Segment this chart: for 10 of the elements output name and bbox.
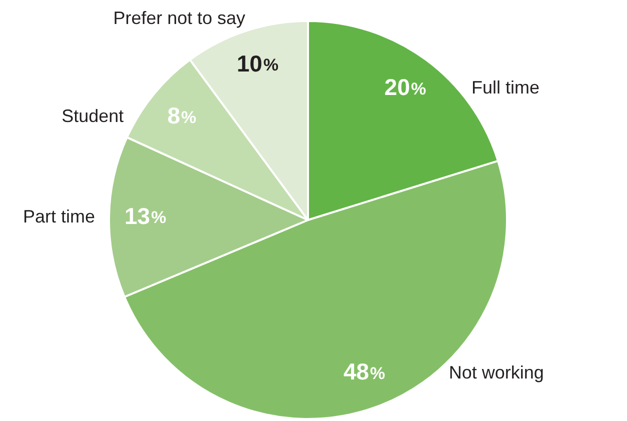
data-label: 13%	[124, 202, 166, 229]
data-label: 20%	[384, 74, 426, 100]
slice-label: Prefer not to say	[113, 8, 246, 28]
data-label: 48%	[343, 358, 386, 385]
slice-label: Part time	[22, 206, 96, 226]
data-label: 10%	[236, 50, 278, 76]
slice-label: Not working	[448, 362, 544, 382]
slice-label: Student	[62, 106, 124, 126]
slice-label: Full time	[471, 78, 540, 98]
data-label: 8%	[167, 102, 196, 128]
